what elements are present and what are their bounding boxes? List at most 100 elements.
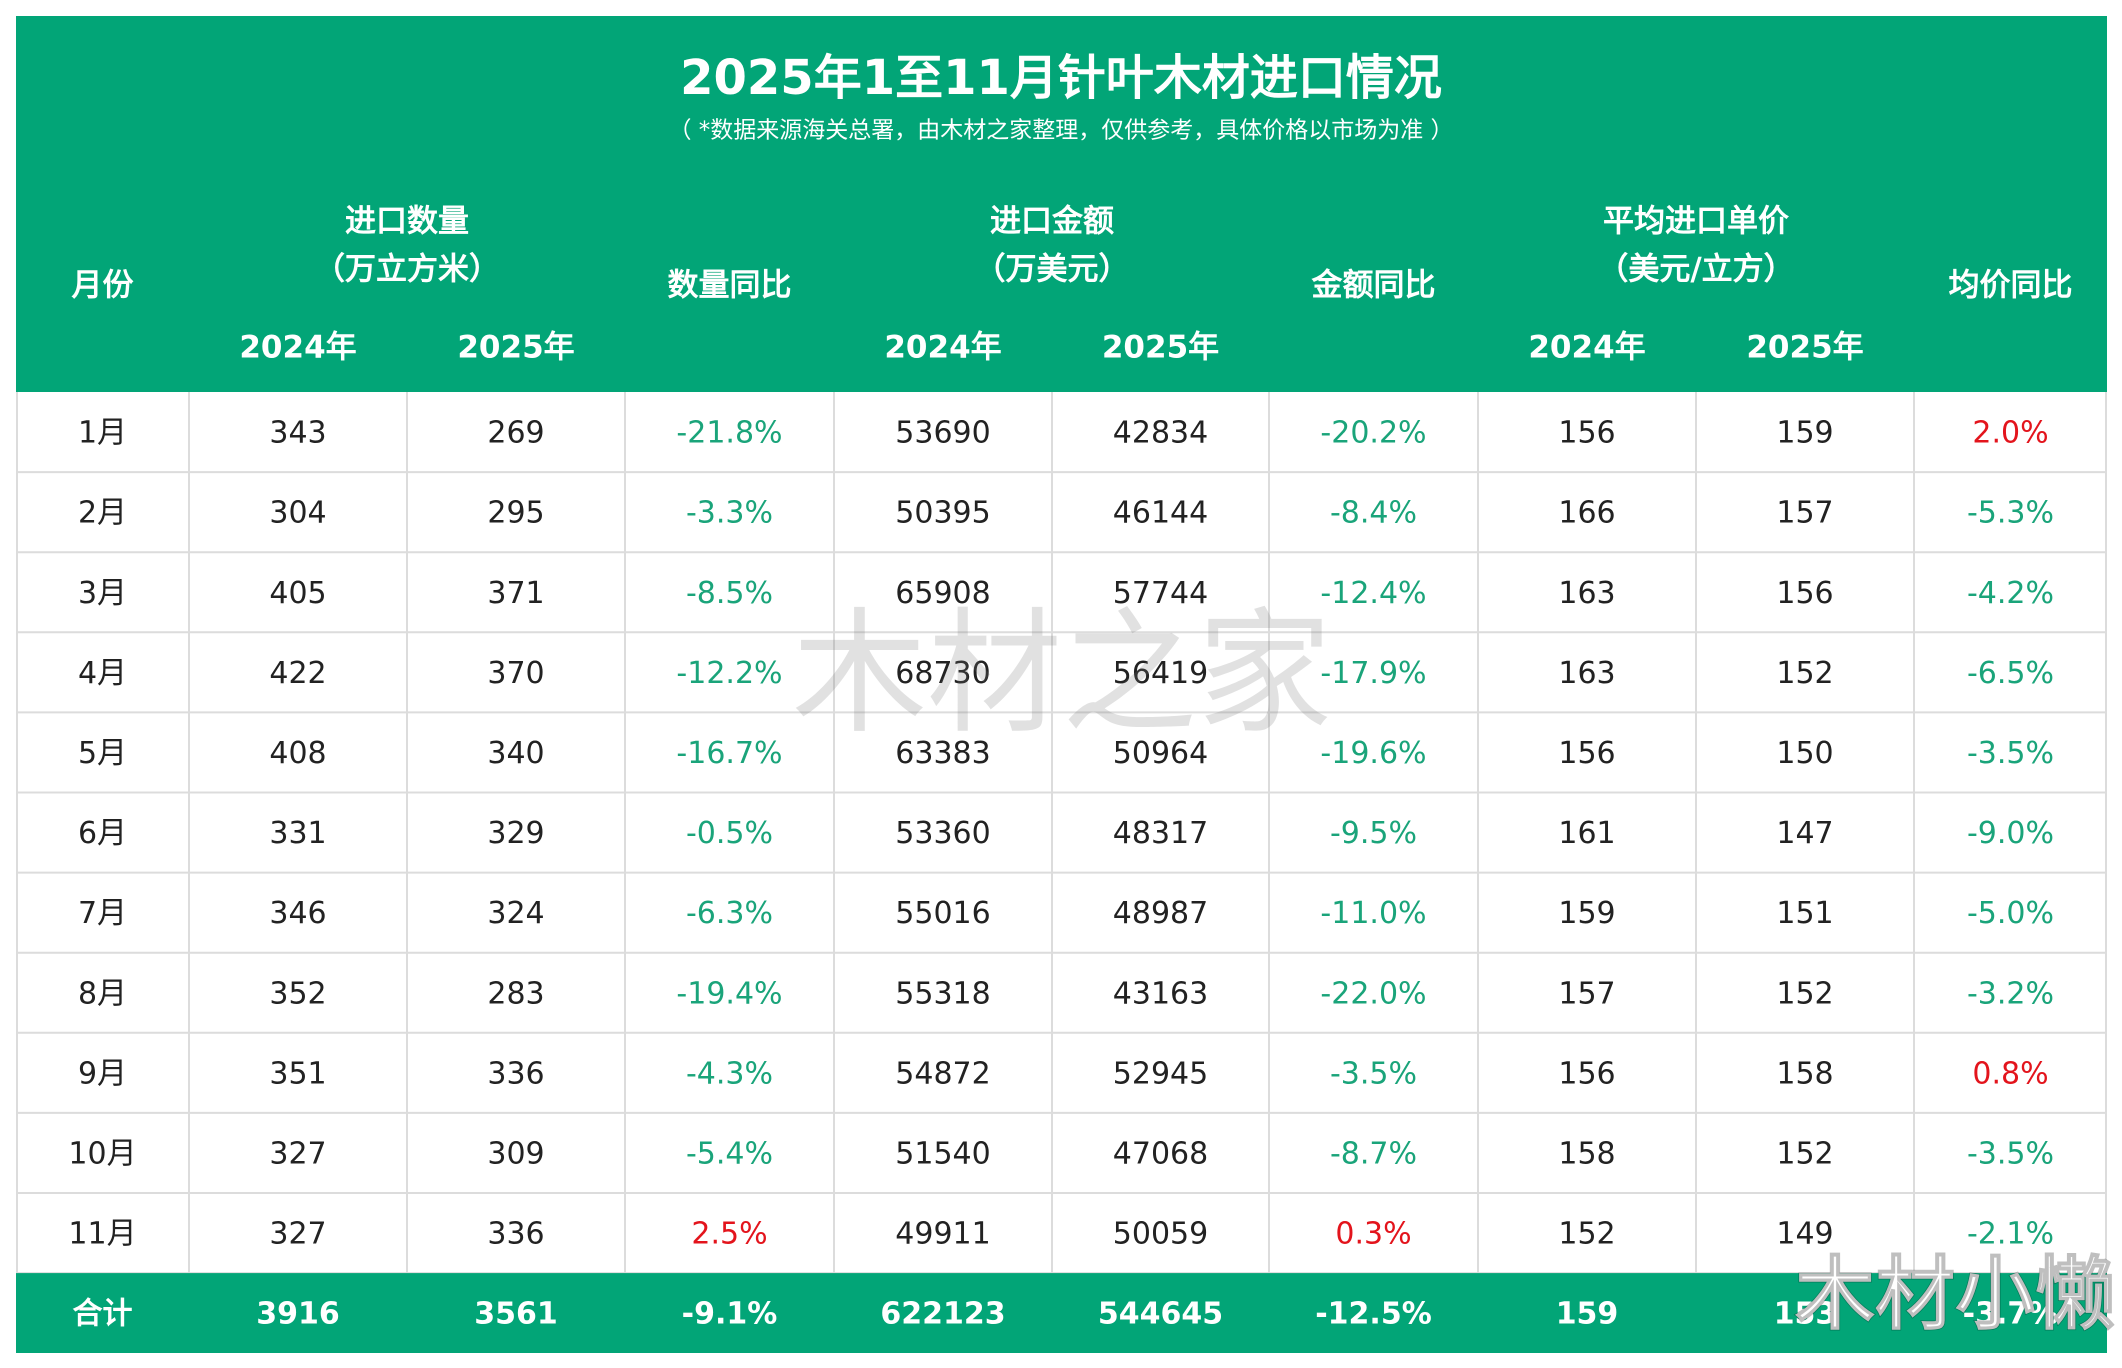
- subtitle: （ *数据来源海关总署，由木材之家整理，仅供参考，具体价格以市场为准 ）: [668, 118, 1453, 144]
- cell: 304: [269, 496, 326, 531]
- cell: 151: [1776, 896, 1833, 931]
- cell: 8月: [78, 976, 127, 1011]
- cell: -4.3%: [686, 1056, 773, 1091]
- cell: -16.7%: [676, 736, 782, 771]
- cell: 0.3%: [1335, 1217, 1411, 1252]
- header-year: 2025年: [457, 330, 574, 366]
- cell: 150: [1776, 736, 1833, 771]
- total-cell: -12.5%: [1315, 1297, 1432, 1332]
- cell: -9.5%: [1330, 816, 1417, 851]
- cell: 6月: [78, 816, 127, 851]
- total-cell: 622123: [880, 1297, 1005, 1332]
- total-cell: 3561: [474, 1297, 558, 1332]
- cell: 3月: [78, 576, 127, 611]
- cell: -11.0%: [1320, 896, 1426, 931]
- cell: -5.0%: [1967, 896, 2054, 931]
- cell: 158: [1776, 1056, 1833, 1091]
- cell: -3.5%: [1967, 1136, 2054, 1171]
- header-change: 均价同比: [1949, 268, 2073, 304]
- cell: 346: [269, 896, 326, 931]
- header-year: 2025年: [1102, 330, 1219, 366]
- total-background: [16, 1273, 2107, 1353]
- cell: -20.2%: [1320, 416, 1426, 451]
- cell: 166: [1558, 496, 1615, 531]
- cell: 42834: [1113, 416, 1208, 451]
- cell: 159: [1776, 416, 1833, 451]
- total-cell: 153: [1774, 1297, 1837, 1332]
- total-cell: 159: [1556, 1297, 1619, 1332]
- cell: 152: [1558, 1217, 1615, 1252]
- header-unit: （美元/立方）: [1597, 252, 1794, 288]
- cell: 11月: [68, 1217, 136, 1252]
- header-unit: （万美元）: [975, 252, 1130, 288]
- cell: 283: [487, 976, 544, 1011]
- cell: 156: [1558, 416, 1615, 451]
- title: 2025年1至11月针叶木材进口情况: [680, 50, 1442, 106]
- cell: -19.6%: [1320, 736, 1426, 771]
- cell: 329: [487, 816, 544, 851]
- cell: -4.2%: [1967, 576, 2054, 611]
- cell: 351: [269, 1056, 326, 1091]
- total-cell: -3.7%: [1963, 1297, 2059, 1332]
- cell: 152: [1776, 1136, 1833, 1171]
- header-year: 2025年: [1746, 330, 1863, 366]
- cell: 54872: [895, 1056, 990, 1091]
- cell: 68730: [895, 656, 990, 691]
- cell: -12.4%: [1320, 576, 1426, 611]
- header-year: 2024年: [239, 330, 356, 366]
- cell: 163: [1558, 656, 1615, 691]
- cell: -8.5%: [686, 576, 773, 611]
- cell: -12.2%: [676, 656, 782, 691]
- cell: 43163: [1113, 976, 1208, 1011]
- cell: 152: [1776, 656, 1833, 691]
- cell: 327: [269, 1136, 326, 1171]
- cell: -5.3%: [1967, 496, 2054, 531]
- cell: 156: [1776, 576, 1833, 611]
- cell: -6.5%: [1967, 656, 2054, 691]
- total-cell: 合计: [73, 1297, 133, 1332]
- cell: 5月: [78, 736, 127, 771]
- cell: 47068: [1113, 1136, 1208, 1171]
- cell: -8.7%: [1330, 1136, 1417, 1171]
- cell: -21.8%: [676, 416, 782, 451]
- cell: 163: [1558, 576, 1615, 611]
- cell: -3.3%: [686, 496, 773, 531]
- cell: 269: [487, 416, 544, 451]
- header-group: 进口金额: [990, 204, 1114, 240]
- cell: -3.5%: [1330, 1056, 1417, 1091]
- cell: 157: [1558, 976, 1615, 1011]
- cell: 158: [1558, 1136, 1615, 1171]
- cell: 371: [487, 576, 544, 611]
- cell: 295: [487, 496, 544, 531]
- cell: 156: [1558, 736, 1615, 771]
- cell: 63383: [895, 736, 990, 771]
- cell: 352: [269, 976, 326, 1011]
- cell: 1月: [78, 416, 127, 451]
- cell: -19.4%: [676, 976, 782, 1011]
- cell: 49911: [895, 1217, 990, 1252]
- cell: 53360: [895, 816, 990, 851]
- cell: -9.0%: [1967, 816, 2054, 851]
- cell: 336: [487, 1056, 544, 1091]
- cell: 7月: [78, 896, 127, 931]
- cell: 9月: [78, 1056, 127, 1091]
- cell: 4月: [78, 656, 127, 691]
- cell: 336: [487, 1217, 544, 1252]
- header-background: [16, 16, 2107, 392]
- cell: 327: [269, 1217, 326, 1252]
- cell: -2.1%: [1967, 1217, 2054, 1252]
- header-month: 月份: [72, 268, 134, 304]
- cell: 2.5%: [691, 1217, 767, 1252]
- cell: -6.3%: [686, 896, 773, 931]
- cell: -5.4%: [686, 1136, 773, 1171]
- cell: -17.9%: [1320, 656, 1426, 691]
- cell: 55016: [895, 896, 990, 931]
- cell: 152: [1776, 976, 1833, 1011]
- cell: -8.4%: [1330, 496, 1417, 531]
- cell: 324: [487, 896, 544, 931]
- cell: 55318: [895, 976, 990, 1011]
- cell: 50395: [895, 496, 990, 531]
- watermark: 木材小懒: [1795, 1248, 2115, 1341]
- cell: 48987: [1113, 896, 1208, 931]
